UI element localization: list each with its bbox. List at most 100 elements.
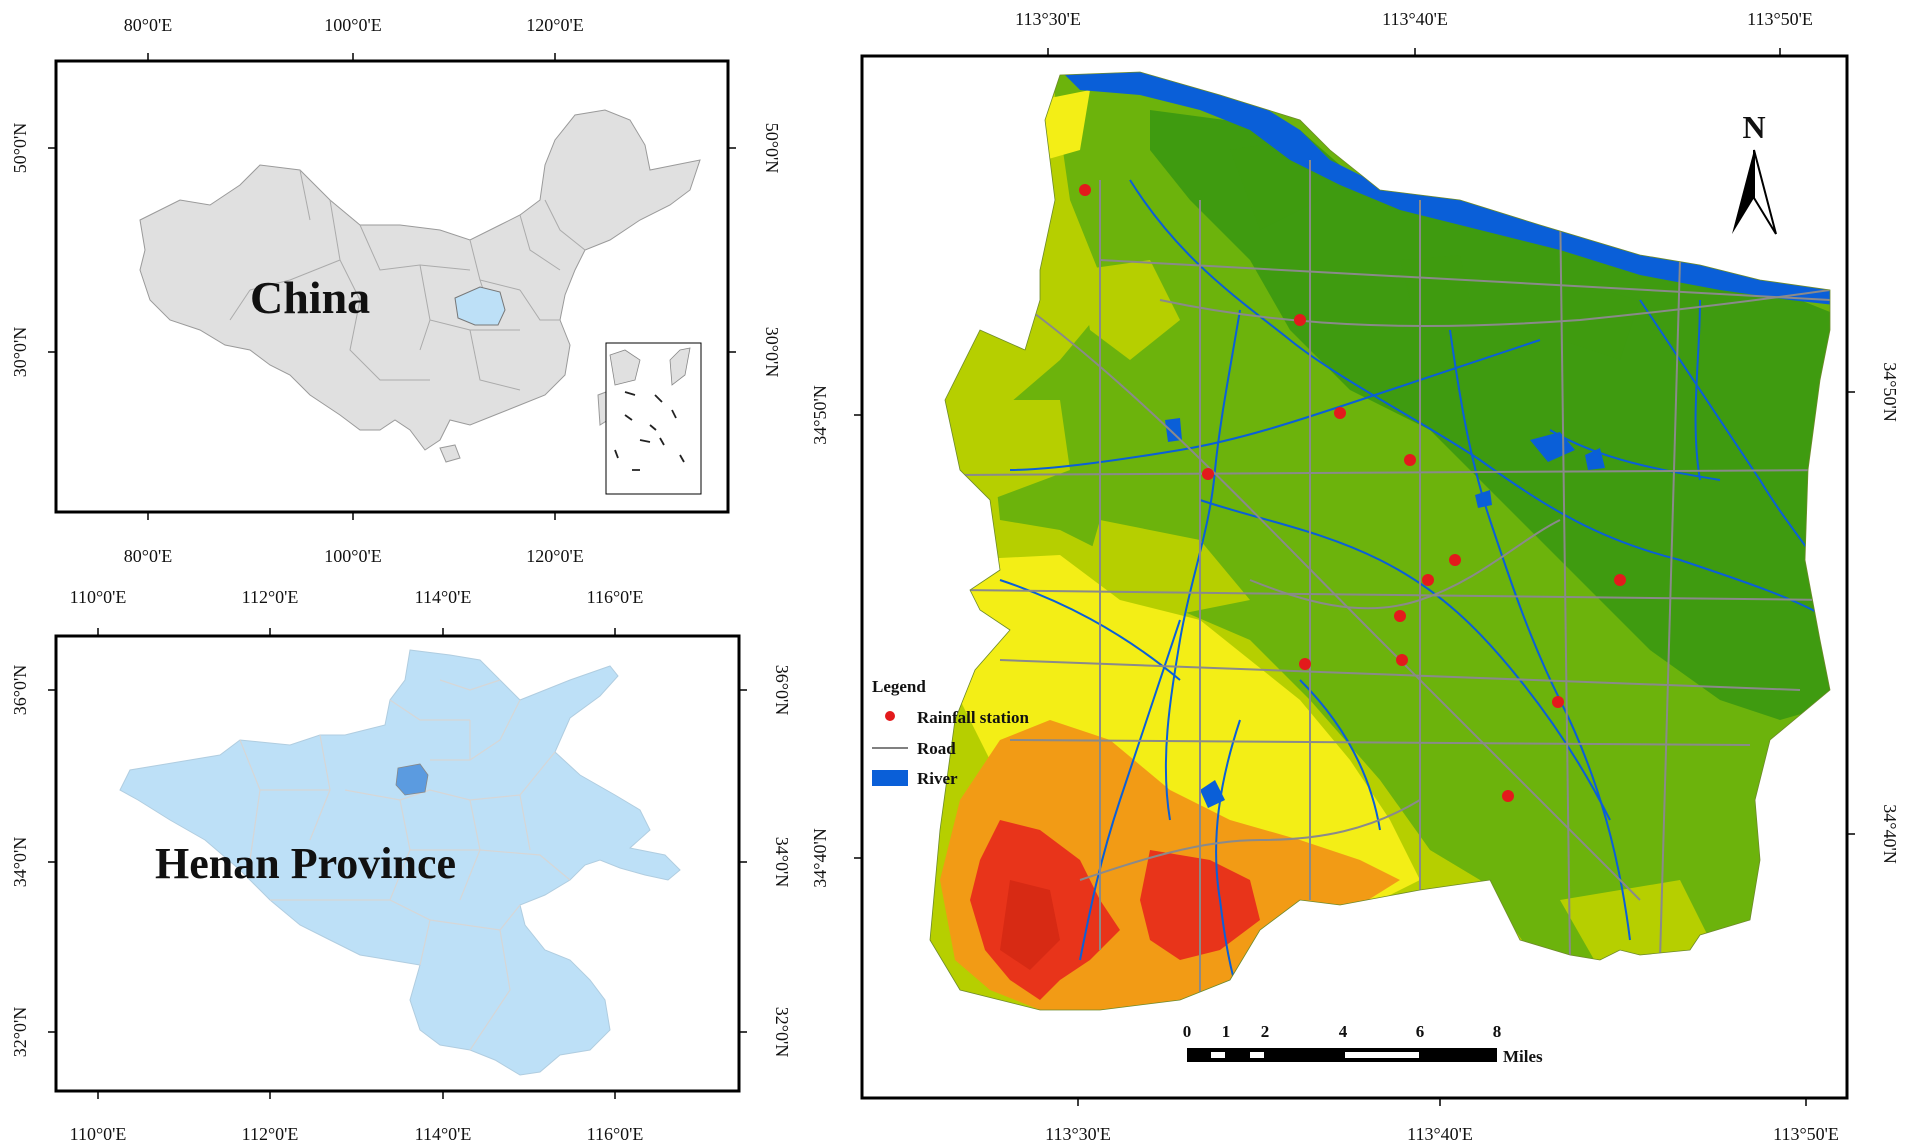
zone-red-dark bbox=[1000, 880, 1060, 970]
lon-label: 114°0'E bbox=[415, 587, 472, 607]
lon-label: 114°0'E bbox=[415, 1124, 472, 1144]
rainfall-station bbox=[1449, 554, 1461, 566]
rainfall-station bbox=[1394, 610, 1406, 622]
lon-label: 116°0'E bbox=[587, 1124, 644, 1144]
lon-label: 112°0'E bbox=[242, 587, 299, 607]
lon-label: 80°0'E bbox=[124, 15, 172, 35]
study-area-outline bbox=[929, 71, 1831, 1011]
henan-province-shape bbox=[119, 649, 681, 1076]
lon-label: 100°0'E bbox=[324, 15, 381, 35]
study-top-lon-labels: 113°30'E 113°40'E 113°50'E bbox=[1015, 9, 1813, 29]
lat-label: 32°0'N bbox=[772, 1007, 792, 1057]
lon-label: 113°40'E bbox=[1382, 9, 1448, 29]
lat-label: 50°0'N bbox=[762, 123, 782, 173]
china-label: China bbox=[250, 272, 370, 323]
scale-bar-body bbox=[1187, 1048, 1497, 1062]
south-china-sea-inset bbox=[605, 342, 702, 495]
lat-label: 36°0'N bbox=[10, 665, 30, 715]
china-ticks bbox=[48, 53, 736, 520]
henan-ticks bbox=[48, 628, 747, 1099]
henan-left-lat-labels: 36°0'N 34°0'N 32°0'N bbox=[10, 665, 30, 1057]
lat-label: 36°0'N bbox=[772, 665, 792, 715]
rainfall-station bbox=[1552, 696, 1564, 708]
north-label: N bbox=[1742, 109, 1765, 145]
china-left-lat-labels: 50°0'N 30°0'N bbox=[10, 123, 30, 377]
rainfall-station bbox=[1422, 574, 1434, 586]
henan-panel: Henan Province 110°0'E 112°0'E 114°0'E 1… bbox=[10, 587, 792, 1144]
scale-tick: 1 bbox=[1222, 1022, 1231, 1041]
lat-label: 34°40'N bbox=[810, 828, 830, 887]
rainfall-station bbox=[1299, 658, 1311, 670]
lon-label: 100°0'E bbox=[324, 546, 381, 566]
scale-unit: Miles bbox=[1503, 1047, 1543, 1066]
china-bottom-lon-labels: 80°0'E 100°0'E 120°0'E bbox=[124, 546, 584, 566]
hainan-island bbox=[439, 444, 461, 463]
lat-label: 30°0'N bbox=[10, 327, 30, 377]
zone-green-dark bbox=[1150, 110, 1830, 720]
legend: Legend Rainfall station Road River bbox=[872, 677, 1029, 788]
zone-yellow-green bbox=[940, 260, 1720, 970]
china-right-lat-labels: 50°0'N 30°0'N bbox=[762, 123, 782, 377]
lon-label: 113°50'E bbox=[1747, 9, 1813, 29]
scale-tick: 8 bbox=[1493, 1022, 1502, 1041]
lon-label: 110°0'E bbox=[70, 1124, 127, 1144]
lat-label: 50°0'N bbox=[10, 123, 30, 173]
study-ticks bbox=[854, 48, 1855, 1106]
north-arrow-icon bbox=[1753, 149, 1777, 235]
lon-label: 113°50'E bbox=[1773, 1124, 1839, 1144]
lon-label: 120°0'E bbox=[526, 15, 583, 35]
study-bottom-lon-labels: 113°30'E 113°40'E 113°50'E bbox=[1045, 1124, 1839, 1144]
rainfall-station bbox=[1334, 407, 1346, 419]
henan-city-borders bbox=[239, 679, 571, 1051]
rainfall-station bbox=[1396, 654, 1408, 666]
scale-tick: 4 bbox=[1339, 1022, 1348, 1041]
henan-top-lon-labels: 110°0'E 112°0'E 114°0'E 116°0'E bbox=[70, 587, 644, 607]
legend-item-label: River bbox=[917, 769, 958, 788]
rainfall-station bbox=[1614, 574, 1626, 586]
henan-highlight bbox=[454, 286, 506, 326]
lat-label: 34°50'N bbox=[1880, 362, 1900, 421]
legend-river-symbol bbox=[872, 770, 908, 786]
rainfall-station bbox=[1502, 790, 1514, 802]
henan-label: Henan Province bbox=[155, 839, 456, 888]
lon-label: 110°0'E bbox=[70, 587, 127, 607]
henan-bottom-lon-labels: 110°0'E 112°0'E 114°0'E 116°0'E bbox=[70, 1124, 644, 1144]
lat-label: 34°50'N bbox=[810, 385, 830, 444]
henan-right-lat-labels: 36°0'N 34°0'N 32°0'N bbox=[772, 665, 792, 1057]
lon-label: 120°0'E bbox=[526, 546, 583, 566]
rainfall-station bbox=[1202, 468, 1214, 480]
zhengzhou-city-highlight bbox=[395, 763, 429, 796]
zone-yellow-north bbox=[1040, 90, 1090, 160]
legend-title: Legend bbox=[872, 677, 926, 696]
study-left-lat-labels: 34°50'N 34°40'N bbox=[810, 385, 830, 887]
lon-label: 116°0'E bbox=[587, 587, 644, 607]
legend-station-symbol bbox=[885, 711, 895, 721]
lon-label: 113°40'E bbox=[1407, 1124, 1473, 1144]
road-network bbox=[959, 160, 1830, 1000]
scale-tick: 2 bbox=[1261, 1022, 1270, 1041]
lat-label: 32°0'N bbox=[10, 1007, 30, 1057]
rainfall-station bbox=[1404, 454, 1416, 466]
scale-bar-segment bbox=[1250, 1052, 1264, 1058]
lat-label: 34°40'N bbox=[1880, 804, 1900, 863]
north-arrow-icon bbox=[1732, 150, 1754, 234]
rainfall-station bbox=[1079, 184, 1091, 196]
rainfall-stations bbox=[1079, 184, 1626, 802]
scale-bar-segment bbox=[1211, 1052, 1225, 1058]
legend-item-label: Road bbox=[917, 739, 956, 758]
china-landmass bbox=[139, 109, 701, 451]
north-arrow: N bbox=[1732, 109, 1777, 235]
rainfall-station bbox=[1294, 314, 1306, 326]
zone-yellow bbox=[950, 555, 1420, 900]
lat-label: 34°0'N bbox=[772, 837, 792, 887]
lon-label: 113°30'E bbox=[1045, 1124, 1111, 1144]
china-top-lon-labels: 80°0'E 100°0'E 120°0'E bbox=[124, 15, 584, 35]
scale-tick: 0 bbox=[1183, 1022, 1192, 1041]
scale-bar-segment bbox=[1345, 1052, 1419, 1058]
study-right-lat-labels: 34°50'N 34°40'N bbox=[1880, 362, 1900, 863]
china-panel: China 80°0'E 100°0'E 120°0'E 80°0'E 100°… bbox=[10, 15, 782, 566]
lat-label: 30°0'N bbox=[762, 327, 782, 377]
lon-label: 113°30'E bbox=[1015, 9, 1081, 29]
lon-label: 80°0'E bbox=[124, 546, 172, 566]
